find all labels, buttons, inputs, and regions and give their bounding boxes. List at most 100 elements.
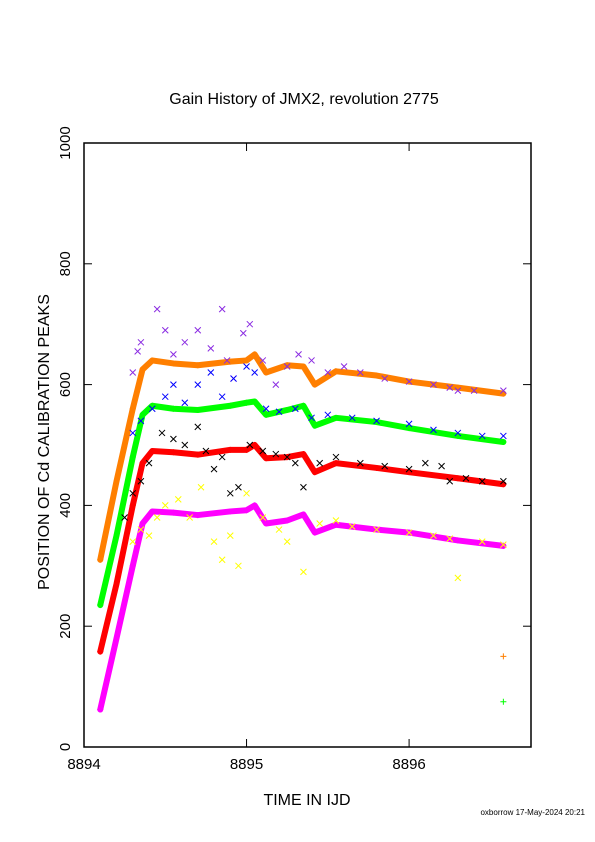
data-point [218, 556, 226, 564]
data-point [406, 425, 413, 432]
data-point [210, 538, 218, 545]
data-point [438, 462, 445, 470]
data-point [421, 459, 429, 467]
data-point [405, 529, 413, 536]
x-tick-label: 8894 [67, 756, 100, 773]
series-8 [500, 653, 507, 660]
data-point [500, 432, 507, 440]
axis-ticks: 8894 8895 8896 0 200 400 600 800 1000 [57, 126, 531, 773]
data-point [300, 363, 307, 370]
data-point [181, 338, 189, 346]
series-3 [97, 502, 507, 713]
data-point [129, 454, 136, 461]
chart-title: Gain History of JMX2, revolution 2775 [169, 91, 439, 108]
data-point [500, 542, 507, 549]
data-point [121, 514, 128, 521]
data-point [235, 562, 242, 570]
data-point [137, 477, 145, 485]
data-point [97, 602, 104, 609]
data-point [170, 449, 177, 456]
data-point [202, 447, 210, 455]
data-point [454, 537, 461, 544]
data-point [97, 648, 104, 655]
data-point [181, 399, 189, 407]
data-point [181, 441, 189, 449]
series-6 [121, 423, 507, 521]
data-point [373, 419, 380, 426]
data-point [454, 432, 461, 439]
data-point [137, 526, 145, 533]
data-point [129, 562, 136, 569]
data-point [454, 387, 462, 394]
data-point [210, 465, 218, 473]
data-point [373, 526, 380, 533]
data-point [194, 381, 202, 388]
data-point [500, 438, 507, 445]
data-point [207, 369, 215, 376]
series-9 [500, 698, 507, 705]
y-tick-label: 0 [57, 743, 74, 751]
data-point [174, 496, 182, 503]
data-point [226, 489, 234, 497]
data-point [295, 351, 302, 358]
series-7 [129, 483, 507, 582]
data-point [356, 369, 364, 376]
data-point [227, 508, 234, 515]
data-point [263, 411, 270, 418]
data-point [139, 460, 146, 467]
data-point [137, 338, 145, 346]
data-point [226, 532, 234, 539]
data-point [251, 351, 258, 358]
data-point [373, 417, 380, 425]
series-2 [97, 442, 507, 655]
data-point [275, 526, 283, 533]
data-point [251, 502, 258, 509]
data-point [235, 483, 242, 491]
data-point [139, 520, 146, 527]
data-point [259, 357, 267, 364]
data-point [197, 483, 205, 491]
data-point [243, 489, 250, 497]
data-point [454, 429, 462, 437]
series-4 [129, 305, 507, 394]
data-point [300, 511, 307, 518]
data-point [300, 402, 307, 409]
data-point [153, 305, 161, 313]
data-point [97, 556, 104, 563]
data-point [194, 451, 201, 458]
data-point [332, 460, 339, 467]
series-1 [97, 398, 507, 609]
data-point [137, 417, 145, 425]
data-marks [97, 305, 507, 713]
data-point [430, 426, 437, 434]
data-point [332, 453, 340, 461]
data-point [381, 375, 389, 382]
data-point [262, 405, 270, 413]
y-tick-label: 200 [57, 614, 74, 639]
data-point [129, 538, 137, 545]
data-point [149, 448, 156, 455]
fit-line [97, 442, 507, 655]
data-point [129, 489, 137, 497]
data-point [356, 459, 364, 467]
data-point [194, 423, 202, 431]
data-point [113, 580, 120, 587]
data-point [373, 372, 380, 379]
data-point [348, 414, 356, 422]
data-point [139, 411, 146, 418]
x-tick-label: 8896 [392, 756, 425, 773]
data-point [251, 398, 258, 405]
data-point [324, 411, 332, 419]
data-point [161, 326, 169, 334]
plot-area: 8894 8895 8896 0 200 400 600 800 1000 [57, 126, 532, 773]
data-point [149, 508, 156, 515]
data-point [332, 521, 339, 528]
data-point [134, 348, 141, 355]
data-point [129, 502, 136, 509]
data-point [161, 393, 169, 401]
data-point [406, 469, 413, 476]
data-point [218, 393, 226, 401]
data-point [218, 453, 226, 461]
data-point [446, 535, 454, 542]
